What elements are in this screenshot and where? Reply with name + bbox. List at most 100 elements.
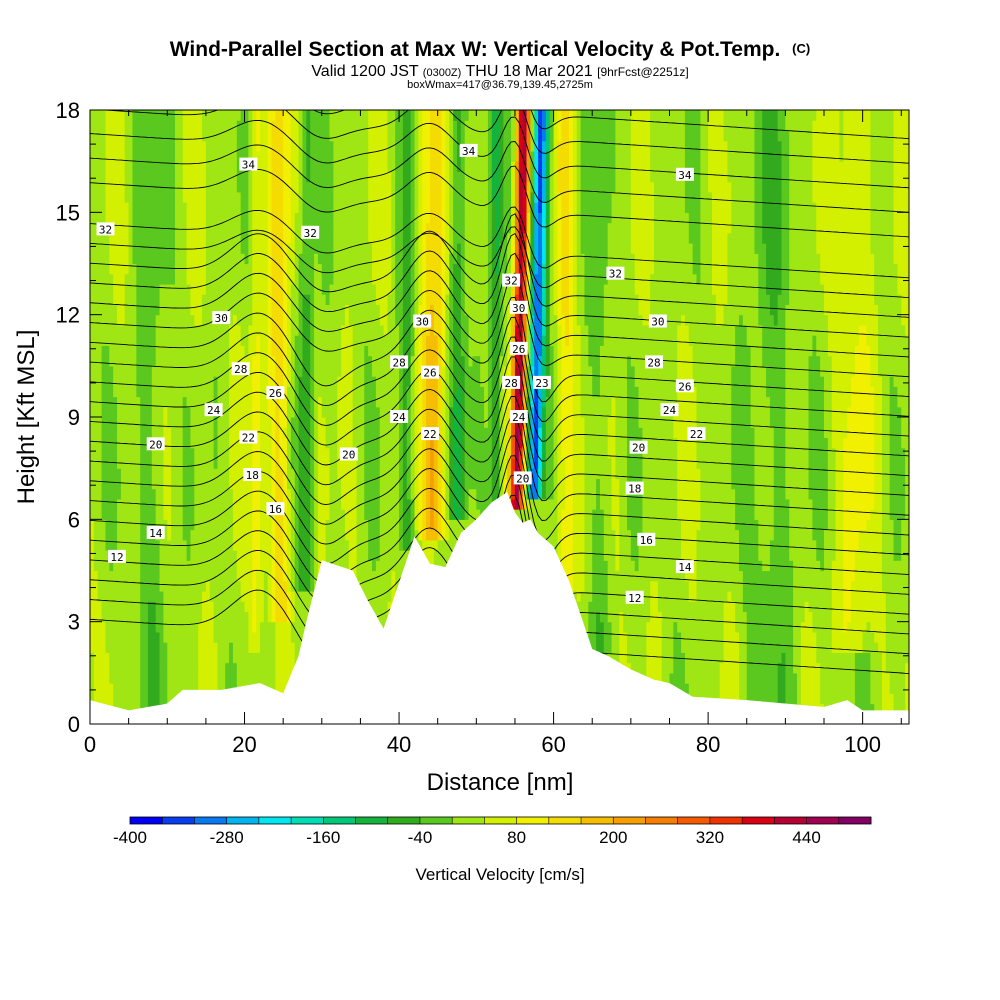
field-cell [128,529,134,541]
field-cell [310,457,315,469]
field-cell [306,181,311,193]
field-cell [132,560,137,572]
field-cell [167,386,172,398]
field-cell [144,335,149,346]
field-cell [190,263,195,275]
field-cell [132,703,137,715]
field-cell [406,437,412,449]
field-cell [364,447,369,459]
field-cell [190,386,195,398]
field-cell [256,324,261,336]
field-cell [90,376,95,387]
field-cell [97,468,103,479]
field-cell [178,161,184,172]
field-cell [167,652,172,664]
field-cell [155,478,161,490]
field-cell [190,150,195,162]
field-cell [136,498,141,510]
field-cell [109,140,114,152]
field-cell [128,324,134,336]
field-cell [209,468,215,479]
field-cell [314,120,319,132]
field-cell [333,140,338,152]
field-cell [348,304,354,316]
field-cell [275,161,280,172]
field-cell [174,376,180,387]
field-cell [352,478,358,490]
field-cell [379,580,385,592]
field-cell [314,560,319,572]
field-cell [294,457,300,469]
field-cell [321,447,327,459]
field-cell [194,120,199,132]
field-cell [225,253,230,265]
field-cell [275,355,280,367]
field-cell [93,652,99,664]
field-cell [198,273,203,285]
field-cell [105,191,110,203]
field-cell [395,304,400,316]
field-cell [163,130,168,142]
field-cell [341,417,346,428]
field-cell [229,140,234,152]
field-cell [117,345,122,357]
field-cell [287,130,292,142]
field-cell [306,437,311,449]
field-cell [194,447,199,459]
field-cell [406,478,412,490]
field-cell [140,611,145,623]
field-cell [298,601,304,613]
field-cell [383,283,389,295]
field-cell [213,181,219,193]
field-cell [290,324,296,336]
field-cell [368,519,373,531]
field-cell [267,406,273,418]
field-cell [190,683,195,694]
field-cell [298,324,304,336]
field-cell [140,294,145,306]
field-cell [178,498,184,510]
field-cell [290,427,296,439]
field-cell [302,396,307,408]
field-cell [375,406,381,418]
field-cell [333,202,338,213]
field-cell [248,457,253,469]
field-cell [387,365,392,377]
field-cell [97,386,103,398]
field-cell [117,652,122,664]
field-cell [267,283,273,295]
field-cell [279,355,284,367]
field-cell [136,631,141,643]
field-cell [236,580,242,592]
field-cell [225,140,230,152]
field-cell [232,621,238,633]
field-cell [317,365,323,377]
field-cell [232,243,238,254]
field-cell [259,283,265,295]
field-cell [337,529,342,541]
field-cell [90,652,95,664]
field-cell [375,580,381,592]
field-cell [147,120,153,132]
field-cell [341,427,346,439]
field-cell [383,335,389,346]
field-cell [321,161,327,172]
field-cell [124,703,130,715]
field-cell [298,335,304,346]
field-cell [236,509,242,520]
field-cell [368,110,373,121]
field-cell [275,263,280,275]
field-cell [174,621,180,633]
field-cell [267,437,273,449]
field-cell [217,560,222,572]
field-cell [368,304,373,316]
field-cell [190,130,195,142]
field-cell [120,406,126,418]
field-cell [275,488,280,500]
field-cell [287,672,292,684]
field-cell [402,478,408,490]
field-cell [329,519,334,531]
field-cell [283,345,288,357]
field-cell [136,202,141,213]
field-cell [163,120,168,132]
